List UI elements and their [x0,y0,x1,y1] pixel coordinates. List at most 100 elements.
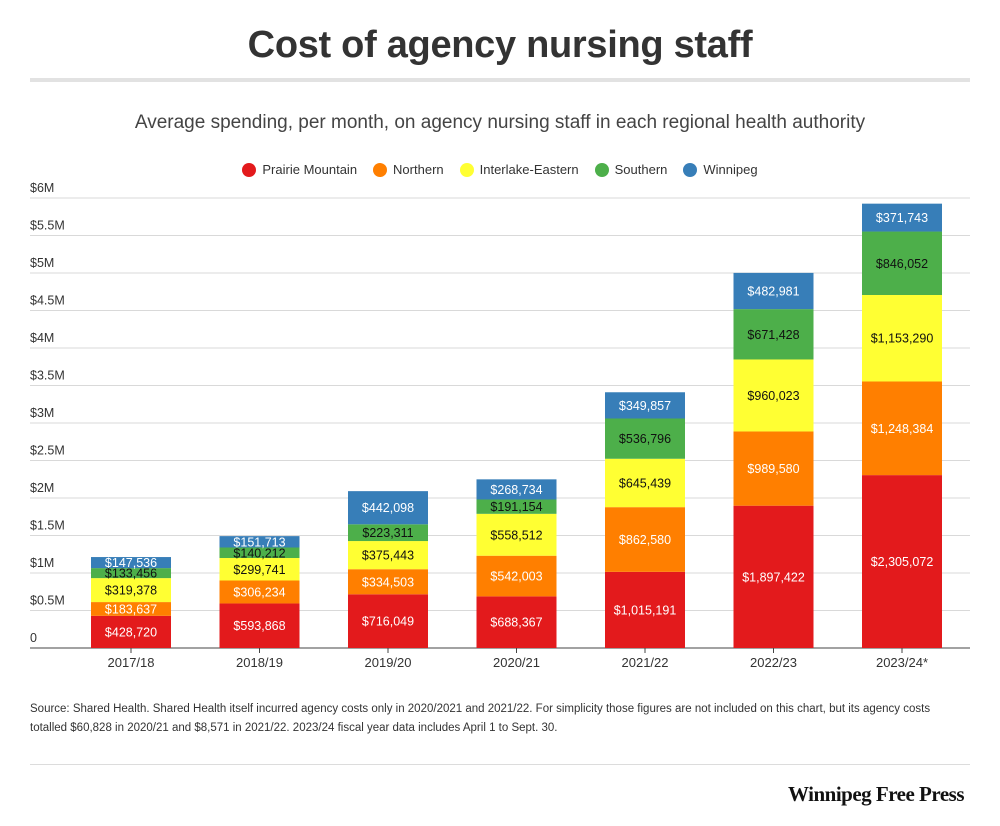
legend-label: Prairie Mountain [262,162,358,177]
bar-segment-interlake-eastern [91,578,171,603]
bar-segment-southern [348,524,428,542]
y-tick-label: $5M [30,256,54,270]
legend-swatch [242,162,257,177]
y-tick-label: 0 [30,631,37,645]
bar-segment-interlake-eastern [476,513,557,556]
y-tick-label: $3M [30,406,54,420]
data-label: $846,052 [876,257,928,271]
data-label: $371,743 [876,211,928,225]
legend-label: Northern [393,162,444,177]
legend-swatch [373,162,388,177]
x-tick-label: 2019/20 [365,655,412,670]
bar-segment-prairie-mountain [733,505,814,648]
data-label: $960,023 [747,389,799,403]
x-tick-label: 2020/21 [493,655,540,670]
brand-logo: Winnipeg Free Press [788,782,965,806]
data-label: $133,456 [105,567,157,581]
legend-item-interlake-eastern: Interlake-Eastern [459,162,579,177]
bar-segment-prairie-mountain [219,603,300,648]
bar-segment-prairie-mountain [348,594,428,648]
legend-swatch [459,162,474,177]
data-label: $151,713 [233,535,285,549]
data-label: $1,015,191 [614,603,677,617]
data-label: $428,720 [105,625,157,639]
y-tick-label: $5.5M [30,219,65,233]
data-label: $334,503 [362,575,414,589]
data-label: $442,098 [362,501,414,515]
bar-segment-southern [733,309,814,360]
data-label: $147,536 [105,556,157,570]
legend-label: Winnipeg [703,162,758,177]
legend-swatch [594,162,609,177]
data-label: $268,734 [490,483,542,497]
bar-segment-winnipeg [605,392,685,419]
bar-segment-southern [219,547,300,559]
data-label: $1,897,422 [742,570,805,584]
data-label: $542,003 [490,570,542,584]
data-label: $716,049 [362,615,414,629]
y-tick-label: $2M [30,481,54,495]
data-label: $191,154 [490,500,542,514]
y-tick-label: $3.5M [30,369,65,383]
data-label: $306,234 [233,585,285,599]
legend: Prairie Mountain Northern Interlake-Easter… [0,162,1000,177]
bar-segment-winnipeg [91,557,171,569]
legend-label: Southern [614,162,668,177]
bar-segment-northern [476,555,557,597]
data-label: $645,439 [619,476,671,490]
x-tick-label: 2023/24* [876,655,928,670]
bar-segment-northern [348,569,428,595]
data-label: $671,428 [747,328,799,342]
data-label: $1,248,384 [871,422,934,436]
data-label: $482,981 [747,285,799,299]
footer-divider [30,764,970,765]
x-tick-label: 2021/22 [622,655,669,670]
bar-segment-winnipeg [219,536,300,548]
data-label: $140,212 [233,546,285,560]
data-label: $989,580 [747,462,799,476]
bar-segment-northern [91,602,171,616]
y-tick-label: $2.5M [30,444,65,458]
source-note: Source: Shared Health. Shared Health its… [30,703,931,734]
data-label: $349,857 [619,399,671,413]
data-label: $299,741 [233,563,285,577]
legend-item-northern: Northern [373,162,444,177]
x-tick-label: 2018/19 [236,655,283,670]
data-label: $319,378 [105,584,157,598]
chart-subtitle: Average spending, per month, on agency n… [134,112,866,133]
x-tick-label: 2017/18 [108,655,155,670]
title-divider [30,78,970,82]
bar-segment-northern [733,431,814,506]
y-tick-label: $0.5M [30,594,65,608]
bar-segment-interlake-eastern [348,541,428,570]
y-tick-label: $1M [30,556,54,570]
chart-title: Cost of agency nursing staff [247,24,753,66]
y-tick-label: $4.5M [30,294,65,308]
bar-segment-southern [605,418,685,459]
data-label: $688,367 [490,616,542,630]
bar-segment-winnipeg [476,479,557,500]
data-label: $536,796 [619,432,671,446]
bar-segment-southern [91,568,171,579]
legend-item-prairie-mountain: Prairie Mountain [242,162,357,177]
bar-segment-northern [605,507,685,572]
bar-segment-southern [862,231,942,295]
bar-segment-prairie-mountain [605,571,685,648]
data-label: $375,443 [362,549,414,563]
bar-segment-northern [219,580,300,604]
bar-segment-prairie-mountain [476,596,557,648]
bar-segment-prairie-mountain [91,615,171,648]
bar-segment-interlake-eastern [733,359,814,432]
bar-segment-interlake-eastern [862,294,942,382]
data-label: $183,637 [105,602,157,616]
bar-segment-southern [476,499,557,514]
data-label: $862,580 [619,533,671,547]
data-label: $558,512 [490,528,542,542]
legend-swatch [683,162,698,177]
bar-segment-prairie-mountain [862,475,942,648]
bar-segment-winnipeg [348,491,428,525]
bar-segment-winnipeg [862,203,942,232]
bar-segment-interlake-eastern [219,558,300,581]
data-label: $2,305,072 [871,555,934,569]
